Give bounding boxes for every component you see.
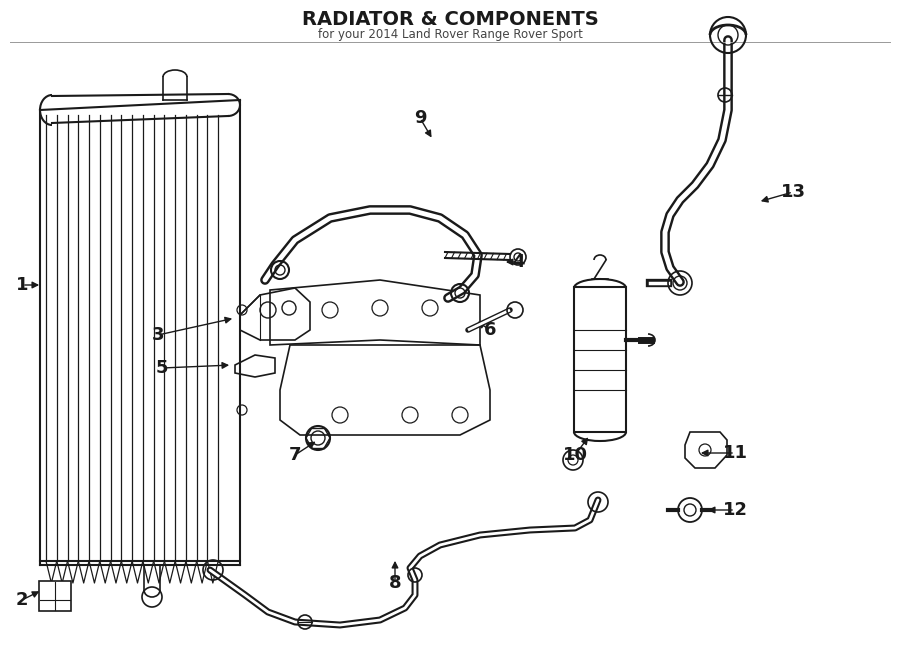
Text: 6: 6 xyxy=(484,321,496,339)
Text: 11: 11 xyxy=(723,444,748,462)
Bar xyxy=(574,287,626,432)
Text: 4: 4 xyxy=(512,253,524,271)
Text: 9: 9 xyxy=(414,109,427,127)
Text: 12: 12 xyxy=(723,501,748,519)
Text: 5: 5 xyxy=(156,359,168,377)
Text: 1: 1 xyxy=(16,276,28,294)
Text: for your 2014 Land Rover Range Rover Sport: for your 2014 Land Rover Range Rover Spo… xyxy=(318,28,582,41)
Text: 10: 10 xyxy=(562,446,588,464)
Text: 8: 8 xyxy=(389,574,401,592)
Text: 7: 7 xyxy=(289,446,302,464)
Text: 3: 3 xyxy=(152,326,164,344)
Text: RADIATOR & COMPONENTS: RADIATOR & COMPONENTS xyxy=(302,10,598,29)
Text: 2: 2 xyxy=(16,591,28,609)
FancyBboxPatch shape xyxy=(39,581,71,611)
Text: 13: 13 xyxy=(780,183,806,201)
